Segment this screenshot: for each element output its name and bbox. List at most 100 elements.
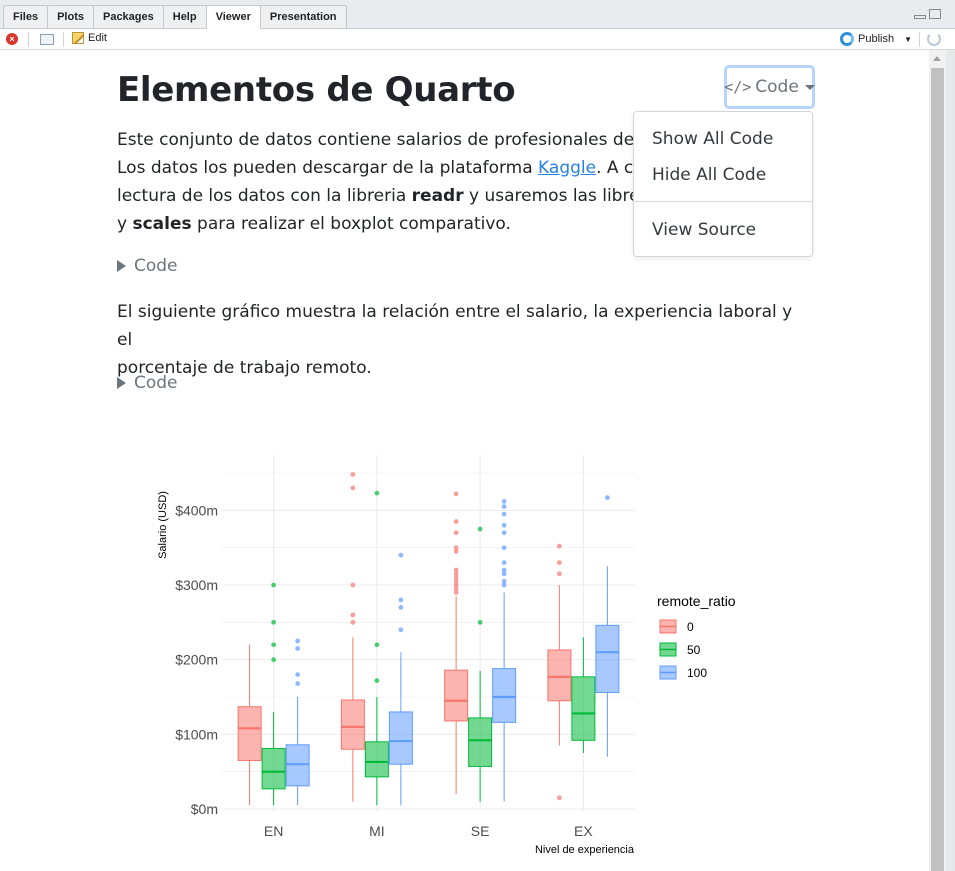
code-fold-toggle[interactable]: Code [117, 256, 178, 276]
chart-y-ticks: $0m $100m $200m $300m $400m [175, 502, 218, 817]
chevron-down-icon[interactable]: ▼ [904, 34, 912, 44]
outlier-point [453, 575, 459, 580]
vertical-scrollbar[interactable] [929, 50, 946, 871]
code-tools-menu: Show All Code Hide All Code View Source [633, 111, 813, 257]
tab-presentation[interactable]: Presentation [259, 5, 347, 28]
outlier-point [350, 582, 356, 588]
outlier-point [604, 495, 610, 501]
box [285, 744, 310, 787]
menu-item-hide-all-code[interactable]: Hide All Code [652, 165, 767, 185]
code-fold-label: Code [134, 256, 178, 276]
y-axis-label: Salario (USD) [157, 491, 169, 559]
outlier-point [295, 638, 301, 644]
outlier-point [453, 491, 459, 497]
y-tick-label: $400m [175, 502, 218, 518]
box [444, 669, 469, 722]
scales-text: scales [132, 214, 192, 234]
kaggle-link[interactable]: Kaggle [538, 158, 597, 178]
outlier-point [556, 571, 562, 577]
y-tick-label: $0m [191, 801, 218, 817]
publish-label: Publish [858, 33, 895, 45]
code-tools-label: Code [755, 77, 799, 97]
legend-label: 50 [687, 643, 701, 657]
y-tick-label: $100m [175, 726, 218, 742]
toolbar-divider [919, 32, 920, 47]
outlier-point [501, 530, 507, 536]
tab-packages[interactable]: Packages [92, 5, 164, 28]
legend-label: 0 [687, 620, 694, 634]
x-tick-label: EX [574, 823, 593, 839]
page-title: Elementos de Quarto [117, 70, 516, 110]
outlier-point [501, 498, 507, 504]
publish-icon [840, 32, 854, 46]
outlier-point [453, 549, 459, 554]
tab-viewer[interactable]: Viewer [205, 5, 261, 29]
outlier-point [501, 582, 507, 588]
outlier-point [453, 567, 459, 573]
scrollbar-thumb[interactable] [931, 68, 944, 871]
outlier-point [501, 504, 507, 509]
outlier-point [501, 560, 507, 565]
box [595, 624, 620, 694]
outlier-point [453, 582, 459, 588]
legend-label: 100 [687, 666, 707, 680]
intro-line-1: Este conjunto de datos contiene salarios… [117, 130, 683, 150]
outlier-point [453, 545, 459, 551]
y-tick-label: $200m [175, 652, 218, 668]
outlier-point [453, 530, 459, 536]
intro-text: y [117, 214, 133, 234]
chart-boxes [237, 472, 620, 806]
triangle-right-icon [117, 260, 126, 272]
publish-button[interactable]: Publish ▼ [840, 32, 912, 46]
tab-help[interactable]: Help [162, 5, 207, 28]
box [547, 649, 572, 702]
menu-item-show-all-code[interactable]: Show All Code [652, 129, 774, 149]
box [571, 676, 596, 741]
salary-boxplot-chart: $0m $100m $200m $300m $400m EN MI SE EX Salario… [157, 455, 736, 856]
x-tick-label: SE [471, 823, 490, 839]
maximize-pane-icon[interactable] [929, 9, 941, 19]
tab-plots[interactable]: Plots [47, 5, 94, 28]
box [237, 706, 262, 761]
viewer-toolbar: × Edit Publish ▼ [0, 29, 955, 50]
outlier-point [453, 519, 459, 524]
intro-text: Los datos los pueden descargar de la pla… [117, 158, 539, 178]
outlier-point [556, 543, 562, 549]
code-fold-label: Code [134, 373, 178, 393]
pane-tabs: Files Plots Packages Help Viewer Present… [3, 5, 347, 29]
outlier-point [501, 545, 507, 551]
stop-icon[interactable]: × [6, 33, 18, 45]
code-fold-toggle[interactable]: Code [117, 373, 178, 393]
outlier-point [501, 511, 507, 517]
refresh-icon[interactable] [927, 32, 941, 46]
outlier-point [477, 526, 483, 532]
menu-divider [634, 201, 812, 202]
outlier-point [271, 642, 277, 648]
minimize-pane-icon[interactable] [914, 15, 926, 19]
code-tools-button[interactable]: </> Code [724, 65, 815, 109]
outlier-point [556, 795, 562, 801]
scroll-up-arrow-icon[interactable] [933, 56, 941, 61]
edit-label: Edit [88, 32, 107, 44]
code-brackets-icon: </> [724, 78, 752, 96]
description-line-1: El siguiente gráfico muestra la relación… [117, 302, 793, 350]
edit-button[interactable]: Edit [72, 32, 107, 44]
outlier-point [271, 619, 277, 625]
box [261, 748, 286, 790]
pane-window-controls [914, 9, 941, 19]
menu-item-view-source[interactable]: View Source [652, 220, 757, 240]
outlier-point [350, 472, 356, 477]
intro-text: lectura de los datos con la libreria [117, 186, 412, 206]
box [492, 668, 517, 723]
show-in-new-window-icon[interactable] [40, 34, 54, 45]
tab-files[interactable]: Files [3, 5, 49, 28]
intro-text: y usaremos las librerias [463, 186, 676, 206]
chart-legend: remote_ratio 0 50 100 [657, 593, 736, 680]
outlier-point [453, 578, 459, 584]
outlier-point [271, 657, 277, 663]
x-tick-label: EN [264, 823, 283, 839]
pencil-icon [72, 32, 84, 44]
outlier-point [271, 582, 277, 588]
description-line-2: porcentaje de trabajo remoto. [117, 358, 372, 378]
readr-text: readr [411, 186, 464, 206]
